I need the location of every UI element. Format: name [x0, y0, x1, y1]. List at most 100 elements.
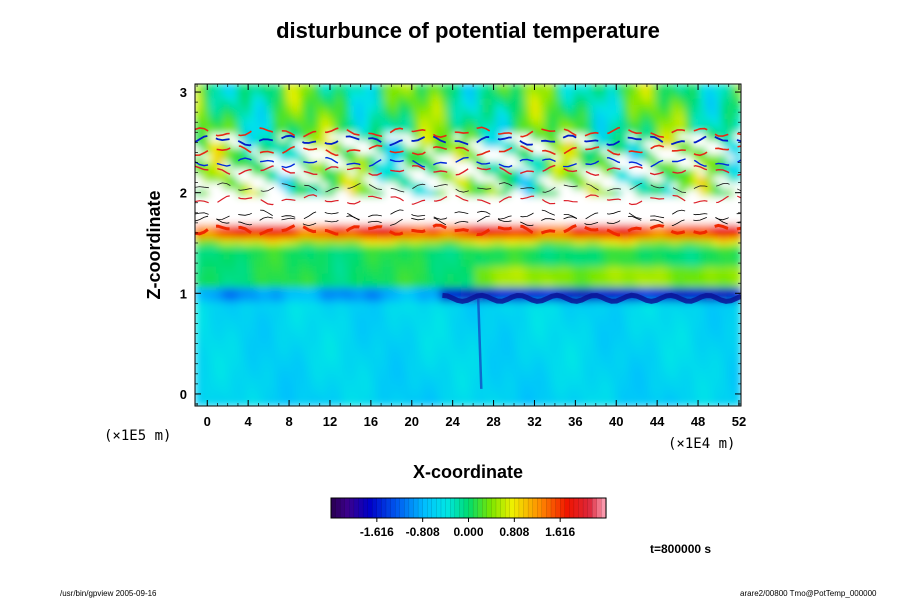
field-cell	[405, 371, 413, 379]
field-cell	[321, 343, 329, 351]
field-cell	[622, 182, 630, 190]
field-cell	[195, 336, 203, 344]
field-cell	[251, 364, 259, 372]
field-cell	[461, 378, 469, 386]
field-cell	[706, 364, 714, 372]
field-cell	[251, 350, 259, 358]
field-cell	[713, 98, 721, 106]
field-cell	[636, 217, 644, 225]
field-cell	[216, 84, 224, 92]
field-cell	[251, 399, 259, 406]
field-cell	[440, 140, 448, 148]
field-cell	[426, 161, 434, 169]
field-cell	[433, 112, 441, 120]
field-cell	[517, 140, 525, 148]
field-cell	[195, 91, 203, 99]
field-cell	[496, 140, 504, 148]
field-cell	[538, 336, 546, 344]
field-cell	[447, 322, 455, 330]
field-cell	[237, 392, 245, 400]
field-cell	[482, 343, 490, 351]
field-cell	[440, 259, 448, 267]
field-cell	[202, 224, 210, 232]
field-cell	[398, 210, 406, 218]
field-cell	[496, 357, 504, 365]
x-tick-label: 16	[364, 414, 378, 429]
field-cell	[538, 91, 546, 99]
field-cell	[475, 126, 483, 134]
field-cell	[405, 98, 413, 106]
field-cell	[307, 231, 315, 239]
field-cell	[377, 343, 385, 351]
field-cell	[216, 301, 224, 309]
field-cell	[195, 98, 203, 106]
field-cell	[727, 322, 735, 330]
field-cell	[321, 308, 329, 316]
field-cell	[440, 266, 448, 274]
field-cell	[538, 84, 546, 92]
field-cell	[426, 294, 434, 302]
field-cell	[265, 105, 273, 113]
field-cell	[195, 343, 203, 351]
field-cell	[454, 266, 462, 274]
field-cell	[230, 210, 238, 218]
field-cell	[594, 189, 602, 197]
field-cell	[468, 364, 476, 372]
field-cell	[447, 84, 455, 92]
field-cell	[279, 287, 287, 295]
field-cell	[370, 392, 378, 400]
field-cell	[230, 378, 238, 386]
field-cell	[363, 245, 371, 253]
field-cell	[657, 343, 665, 351]
field-cell	[230, 84, 238, 92]
field-cell	[678, 371, 686, 379]
field-cell	[489, 245, 497, 253]
field-cell	[622, 238, 630, 246]
field-cell	[223, 287, 231, 295]
field-cell	[650, 210, 658, 218]
field-cell	[349, 357, 357, 365]
field-cell	[433, 294, 441, 302]
field-cell	[496, 336, 504, 344]
field-cell	[384, 105, 392, 113]
field-cell	[447, 161, 455, 169]
field-cell	[426, 133, 434, 141]
field-cell	[720, 91, 728, 99]
field-cell	[195, 357, 203, 365]
field-cell	[531, 161, 539, 169]
field-cell	[405, 119, 413, 127]
field-cell	[300, 266, 308, 274]
field-cell	[384, 392, 392, 400]
field-cell	[615, 154, 623, 162]
field-cell	[727, 287, 735, 295]
field-cell	[699, 266, 707, 274]
field-cell	[573, 84, 581, 92]
field-cell	[223, 126, 231, 134]
field-cell	[272, 259, 280, 267]
field-cell	[230, 105, 238, 113]
field-cell	[475, 350, 483, 358]
field-cell	[398, 357, 406, 365]
field-cell	[524, 231, 532, 239]
field-cell	[650, 147, 658, 155]
field-cell	[650, 203, 658, 211]
field-cell	[559, 175, 567, 183]
x-tick-label: 8	[285, 414, 292, 429]
field-cell	[356, 322, 364, 330]
field-cell	[384, 196, 392, 204]
field-cell	[454, 91, 462, 99]
field-cell	[510, 322, 518, 330]
field-cell	[531, 119, 539, 127]
field-cell	[496, 168, 504, 176]
field-cell	[237, 182, 245, 190]
field-cell	[622, 175, 630, 183]
field-cell	[510, 259, 518, 267]
field-cell	[244, 126, 252, 134]
field-cell	[475, 371, 483, 379]
field-cell	[349, 91, 357, 99]
field-cell	[370, 119, 378, 127]
field-cell	[720, 280, 728, 288]
field-cell	[440, 175, 448, 183]
field-cell	[405, 84, 413, 92]
field-cell	[734, 182, 741, 190]
